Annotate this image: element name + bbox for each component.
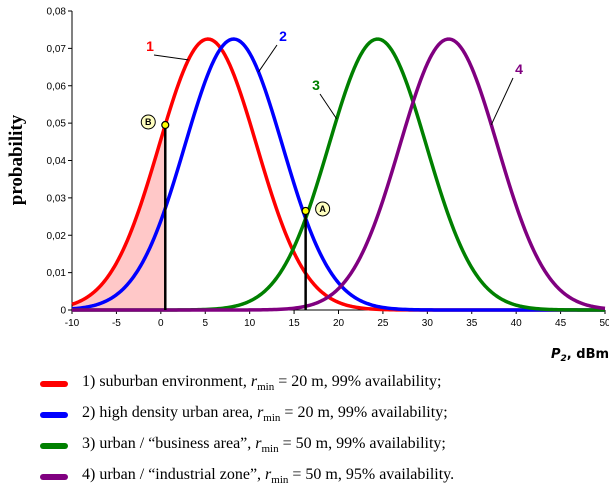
series-line-4	[72, 37, 606, 312]
legend-item: 1) suburban environment, rmin = 20 m, 99…	[40, 368, 605, 399]
legend-item: 2) high density urban area, rmin = 20 m,…	[40, 399, 605, 430]
legend-swatch	[40, 473, 68, 480]
annotations: 1 2 3 4 B A	[140, 28, 523, 310]
series-label-4: 4	[515, 61, 523, 77]
series-line-2	[71, 37, 605, 312]
x-tick-label: -5	[112, 318, 121, 329]
legend-text-part: 4)	[82, 466, 100, 484]
x-tick-label: 45	[555, 318, 567, 329]
x-tick-label: 25	[377, 318, 389, 329]
shaded-region	[72, 124, 166, 310]
legend-text-part: = 50 m, 99% availability;	[278, 435, 446, 453]
y-tick-label: 0,02	[47, 231, 67, 242]
marker-point-A	[301, 206, 310, 216]
x-axis-label: P2, dBm	[551, 347, 609, 362]
legend-text-part: = 20 m, 99% availability;	[274, 373, 442, 391]
marker-badge-B	[140, 114, 156, 130]
legend-text: 4) urban / “industrial zone”, rmin = 50 …	[82, 466, 454, 486]
legend-text-part: = 50 m, 95% availability.	[288, 466, 455, 484]
legend-text-part: 2)	[82, 404, 100, 422]
marker-label-A: A	[319, 204, 326, 214]
x-tick-label: 30	[422, 318, 434, 329]
legend-text-part: high density urban area,	[99, 404, 258, 422]
y-axis-label: probability	[6, 114, 27, 205]
marker-label-B: B	[145, 117, 152, 127]
legend-text-part: suburban environment,	[99, 373, 251, 391]
legend: 1) suburban environment, rmin = 20 m, 99…	[40, 368, 605, 492]
legend-text-part: 1)	[82, 373, 100, 391]
y-tick-label: 0,01	[47, 268, 67, 279]
legend-item: 4) urban / “industrial zone”, rmin = 50 …	[40, 461, 605, 492]
y-tick-label: 0,07	[47, 44, 67, 55]
y-tick-label: 0,06	[47, 81, 67, 92]
legend-item: 3) urban / “business area”, rmin = 50 m,…	[40, 430, 605, 461]
legend-text-part: urban / “industrial zone”,	[99, 466, 266, 484]
legend-text: 1) suburban environment, rmin = 20 m, 99…	[82, 373, 441, 393]
legend-swatch	[40, 411, 68, 418]
series-label-2: 2	[279, 28, 287, 44]
legend-text: 3) urban / “business area”, rmin = 50 m,…	[82, 435, 446, 455]
x-tick-label: 40	[511, 318, 523, 329]
legend-text-part: min	[271, 474, 289, 487]
x-tick-label: 50	[599, 318, 609, 329]
marker-point-B	[161, 120, 170, 130]
x-tick-label: 0	[158, 318, 164, 329]
shaded-area	[72, 124, 166, 310]
legend-text-part: r	[257, 404, 264, 422]
legend-text-part: min	[263, 412, 281, 425]
series-leader-1	[153, 54, 189, 61]
series-leader-2	[258, 44, 278, 73]
x-tick-label: 20	[333, 318, 345, 329]
x-tick-label: 15	[289, 318, 301, 329]
series-label-3: 3	[312, 77, 320, 93]
legend-text: 2) high density urban area, rmin = 20 m,…	[82, 404, 448, 424]
x-tick-label: 10	[244, 318, 256, 329]
legend-swatch	[40, 380, 68, 387]
legend-text-part: r	[265, 466, 272, 484]
series-leader-3	[319, 93, 338, 120]
x-axis-label-unit: , dBm	[567, 347, 609, 362]
y-tick-label: 0,03	[47, 193, 67, 204]
legend-text-part: min	[261, 443, 279, 456]
probability-chart: 0 0,01 0,02 0,03 0,04 0,05 0,06 0,07 0,08 -10 -5 0 5…	[6, 7, 609, 363]
x-tick-label: 5	[202, 318, 208, 329]
x-tick-label: 35	[466, 318, 478, 329]
series-label-1: 1	[146, 38, 154, 54]
series-leader-4	[490, 77, 514, 126]
legend-text-part: = 20 m, 99% availability;	[280, 404, 448, 422]
axes: 0 0,01 0,02 0,03 0,04 0,05 0,06 0,07 0,08 -10 -5 0 5…	[47, 7, 609, 330]
legend-text-part: urban / “business area”,	[99, 435, 256, 453]
y-tick-label: 0,08	[47, 7, 67, 18]
y-tick-label: 0,04	[47, 156, 67, 167]
series-curves	[71, 37, 606, 312]
legend-text-part: r	[250, 373, 258, 391]
y-tick-label: 0	[60, 306, 66, 317]
legend-text-part: min	[257, 381, 275, 394]
marker-badge-A	[315, 201, 331, 217]
x-axis-label-sub: 2	[561, 354, 567, 362]
x-tick-label: -10	[65, 318, 80, 329]
legend-text-part: 3)	[82, 435, 100, 453]
legend-text-part: r	[255, 435, 262, 453]
legend-swatch	[40, 442, 68, 449]
x-axis-label-var: P	[551, 347, 561, 362]
y-tick-label: 0,05	[47, 119, 67, 130]
